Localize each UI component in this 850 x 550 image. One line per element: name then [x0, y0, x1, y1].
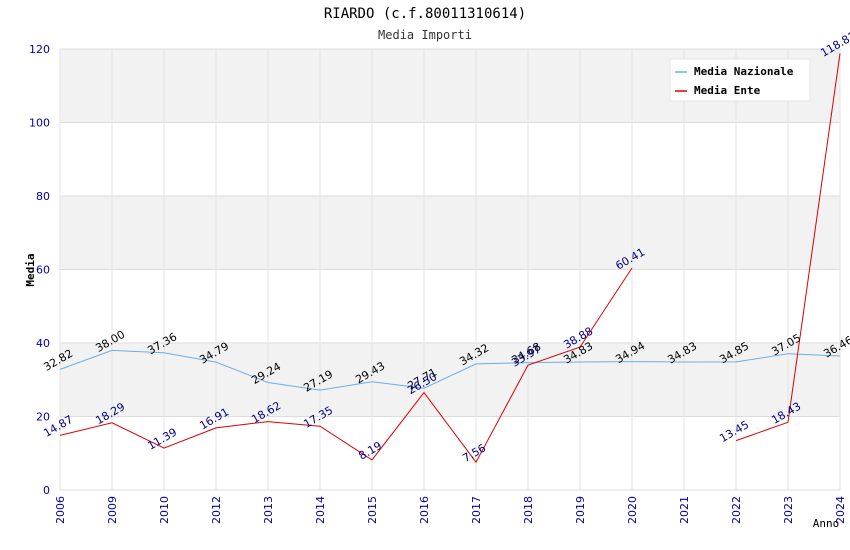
x-tick-label: 2012	[210, 496, 223, 524]
series-line-media-ente	[735, 53, 841, 442]
series-line-media-nazionale	[59, 349, 841, 391]
x-tick-label: 2022	[730, 496, 743, 524]
x-tick-label: 2017	[470, 496, 483, 524]
x-tick-label: 2009	[106, 496, 119, 524]
x-tick-label: 2013	[262, 496, 275, 524]
x-tick-label: 2014	[314, 496, 327, 524]
y-tick-label: 0	[43, 484, 50, 497]
x-tick-label: 2023	[782, 496, 795, 524]
horizontal-gridlines	[60, 48, 840, 491]
y-tick-label: 20	[36, 411, 50, 424]
background-band	[60, 343, 840, 417]
x-tick-label: 2006	[54, 496, 67, 524]
y-tick-label: 120	[29, 43, 50, 56]
y-tick-label: 40	[36, 337, 50, 350]
background-band	[60, 196, 840, 270]
x-tick-label: 2021	[678, 496, 691, 524]
x-tick-label: 2019	[574, 496, 587, 524]
legend-label-media-nazionale: Media Nazionale	[694, 65, 794, 78]
y-tick-label: 100	[29, 117, 50, 130]
y-tick-label: 80	[36, 190, 50, 203]
x-tick-label: 2010	[158, 496, 171, 524]
x-tick-label: 2016	[418, 496, 431, 524]
x-tick-label: 2024	[834, 496, 847, 524]
x-tick-label: 2015	[366, 496, 379, 524]
chart-subtitle: Media Importi	[378, 28, 472, 42]
background-band	[60, 416, 840, 490]
x-axis-ticks: 2006 2009 2010 2012 2013 2014 2015 2016 2017 2018…	[54, 496, 847, 524]
y-axis-label: Media	[24, 253, 37, 286]
chart-title: RIARDO (c.f.80011310614)	[324, 6, 526, 22]
legend-box	[669, 58, 811, 102]
background-band	[60, 269, 840, 343]
y-axis-ticks: 0 20 40 60 80 100 120	[29, 43, 50, 497]
vertical-gridlines	[59, 49, 841, 490]
series-lines	[59, 53, 841, 464]
legend-label-media-ente: Media Ente	[694, 84, 761, 97]
series-line-media-ente	[59, 267, 633, 464]
x-tick-label: 2018	[522, 496, 535, 524]
y-tick-label: 60	[36, 264, 50, 277]
legend: Media Nazionale Media Ente	[669, 58, 811, 102]
background-band	[60, 122, 840, 196]
x-axis-label: Anno	[813, 517, 840, 530]
x-tick-label: 2020	[626, 496, 639, 524]
